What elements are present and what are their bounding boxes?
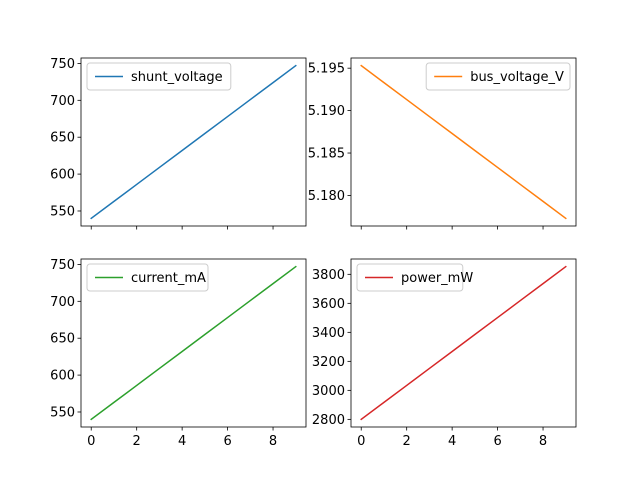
x-tick-label: 0 xyxy=(87,434,95,449)
y-tick-label: 700 xyxy=(50,94,75,109)
y-tick-label: 750 xyxy=(50,57,75,72)
y-tick-label: 600 xyxy=(50,369,75,384)
legend: bus_voltage_V xyxy=(425,62,571,91)
subplot-3: 0 2 4 6 8 550 600 650 700 750 current_mA xyxy=(50,258,307,449)
y-tick-label: 2800 xyxy=(312,413,345,428)
subplot-4: 0 2 4 6 8 2800 3000 3200 3400 3600 3800 power_mW xyxy=(312,258,577,449)
y-tick-label: 5.195 xyxy=(308,62,345,77)
y-tick-label: 600 xyxy=(50,168,75,183)
axes-frame xyxy=(80,57,307,227)
axes-frame xyxy=(350,258,577,428)
subplot-1: 550 600 650 700 750 shunt_voltage xyxy=(50,57,307,230)
x-tick-label: 4 xyxy=(448,434,456,449)
x-tick-label: 4 xyxy=(178,434,186,449)
legend: current_mA xyxy=(86,263,209,292)
x-tick-label: 6 xyxy=(493,434,501,449)
x-tick-label: 0 xyxy=(357,434,365,449)
legend-frame xyxy=(86,62,232,91)
y-tick-label: 3400 xyxy=(312,326,345,341)
series-line-power_mW xyxy=(360,265,567,421)
x-tick-label: 8 xyxy=(269,434,277,449)
y-tick-label: 650 xyxy=(50,131,75,146)
legend-frame xyxy=(86,263,209,292)
x-tick-label: 2 xyxy=(403,434,411,449)
axes-frame xyxy=(350,57,577,227)
subplot-2: 5.180 5.185 5.190 5.195 bus_voltage_V xyxy=(308,57,577,230)
legend-label: power_mW xyxy=(401,271,473,286)
y-tick-label: 3000 xyxy=(312,384,345,399)
x-tick-label: 8 xyxy=(539,434,547,449)
y-tick-label: 750 xyxy=(50,258,75,273)
y-tick-label: 5.180 xyxy=(308,189,345,204)
series-line-bus_voltage_V xyxy=(360,64,567,220)
legend-frame xyxy=(425,62,571,91)
series-line-shunt_voltage xyxy=(90,64,297,220)
legend: power_mW xyxy=(356,263,473,292)
y-tick-label: 550 xyxy=(50,405,75,420)
legend: shunt_voltage xyxy=(86,62,232,91)
legend-label: current_mA xyxy=(131,271,206,286)
legend-frame xyxy=(356,263,464,292)
x-tick-label: 6 xyxy=(223,434,231,449)
y-tick-label: 550 xyxy=(50,204,75,219)
x-tick-label: 2 xyxy=(133,434,141,449)
series-line-current_mA xyxy=(90,265,297,421)
legend-label: bus_voltage_V xyxy=(470,70,564,85)
legend-label: shunt_voltage xyxy=(131,70,223,85)
y-tick-label: 650 xyxy=(50,332,75,347)
y-tick-label: 5.190 xyxy=(308,104,345,119)
y-tick-label: 3800 xyxy=(312,268,345,283)
y-tick-label: 700 xyxy=(50,295,75,310)
y-tick-label: 3600 xyxy=(312,297,345,312)
y-tick-label: 5.185 xyxy=(308,147,345,162)
axes-frame xyxy=(80,258,307,428)
y-tick-label: 3200 xyxy=(312,355,345,370)
